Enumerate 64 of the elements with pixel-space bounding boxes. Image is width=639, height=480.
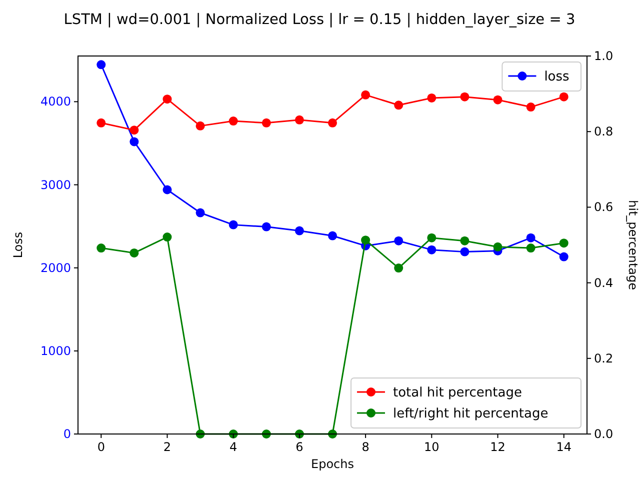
point — [559, 92, 568, 102]
point — [559, 238, 568, 248]
point — [361, 90, 370, 100]
y2-tick-label: 0.4 — [594, 276, 614, 290]
point — [162, 232, 172, 242]
x-tick-label: 6 — [296, 440, 304, 454]
point — [460, 247, 470, 256]
y-tick-label: 0 — [63, 427, 71, 441]
point — [394, 236, 404, 246]
point — [96, 60, 106, 70]
y-tick-label: 1000 — [40, 344, 71, 358]
x-tick-label: 10 — [424, 440, 440, 454]
y2-axis-title: hit_percentage — [626, 200, 639, 290]
point — [427, 245, 436, 254]
point — [361, 236, 370, 245]
x-tick-label: 0 — [97, 440, 105, 454]
point — [162, 185, 172, 194]
point — [294, 226, 304, 236]
x-tick-label: 14 — [556, 440, 572, 454]
point — [130, 126, 139, 135]
y2-tick-label: 0.8 — [594, 124, 614, 139]
point — [130, 248, 139, 258]
x-tick-label: 4 — [230, 440, 238, 454]
point — [262, 222, 271, 232]
point — [559, 252, 568, 262]
point — [526, 244, 536, 253]
point — [427, 93, 436, 102]
y-tick-label: 4000 — [40, 94, 71, 109]
point — [328, 118, 337, 128]
y2-tick-label: 0.2 — [594, 351, 614, 366]
point — [427, 233, 436, 242]
point — [460, 92, 470, 102]
y2-tick-label: 0.0 — [594, 427, 614, 441]
y2-tick-label: 1.0 — [594, 49, 614, 63]
legend-label: left/right hit percentage — [393, 406, 548, 422]
point — [294, 115, 304, 124]
x-axis-title: Epochs — [311, 457, 354, 471]
point — [493, 95, 502, 104]
y2-tick-label: 0.6 — [594, 200, 614, 214]
point — [96, 118, 106, 128]
legend-label: total hit percentage — [393, 386, 522, 400]
point — [262, 118, 271, 128]
y-axis-title: Loss — [11, 232, 25, 258]
point — [96, 244, 106, 253]
x-tick-label: 12 — [490, 440, 506, 454]
legend-label: loss — [544, 70, 570, 84]
y-tick-label: 2000 — [40, 260, 71, 275]
point — [228, 116, 238, 126]
point — [526, 233, 536, 242]
point — [328, 231, 337, 240]
point — [196, 208, 205, 218]
point — [228, 220, 238, 230]
y-tick-label: 3000 — [40, 178, 71, 192]
point — [196, 121, 205, 130]
point — [162, 94, 172, 104]
chart-title: LSTM | wd=0.001 | Normalized Loss | lr = 0.15 | hidden_layer_size = 3 — [64, 12, 576, 28]
point — [526, 102, 536, 112]
point — [493, 242, 502, 252]
point — [394, 264, 404, 273]
x-tick-label: 8 — [362, 440, 370, 454]
point — [394, 100, 404, 110]
x-tick-label: 2 — [163, 440, 172, 454]
point — [460, 236, 470, 246]
point — [130, 137, 139, 146]
